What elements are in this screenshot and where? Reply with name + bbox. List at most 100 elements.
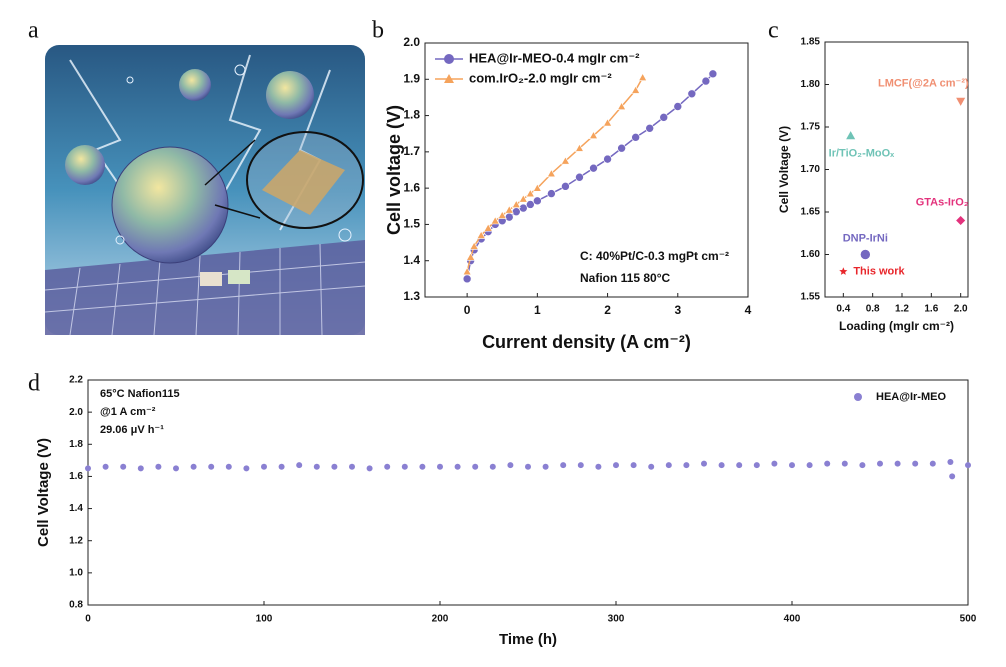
data-point [877,460,883,467]
y-tick-label: 1.65 [801,207,821,218]
y-tick-label: 1.2 [69,535,83,546]
data-point [595,463,602,470]
data-point [462,274,472,284]
data-point [296,462,303,469]
data-point [630,462,637,469]
data-point [701,460,707,467]
y-tick-label: 1.6 [69,471,83,482]
y-tick-label: 1.7 [403,144,420,158]
data-point [929,460,936,467]
x-tick-label: 0.4 [836,304,850,315]
data-point [173,465,179,472]
panel-label: b [372,18,384,44]
panel-label: a [28,18,39,44]
y-tick-label: 1.75 [801,122,821,133]
y-tick-label: 1.8 [69,439,83,450]
data-point [701,76,711,86]
data-point [261,463,267,470]
data-point [208,463,215,470]
data-point [673,102,683,111]
data-point [806,462,813,469]
data-point [102,463,109,470]
data-point [519,203,528,213]
data-point [955,97,967,108]
data-point [85,465,91,472]
data-point [155,463,162,470]
data-point [454,463,461,470]
legend-label: HEA@Ir-MEO-0.4 mgIr cm⁻² [469,50,640,65]
data-point [687,89,697,99]
data-point [574,143,584,152]
data-point [490,216,500,225]
data-point [824,460,831,467]
legend-marker [854,393,862,401]
data-point [789,462,795,469]
data-point [665,462,672,469]
data-point [859,462,866,469]
y-axis-label: Cell Voltage (V) [777,126,791,213]
data-point [137,465,144,472]
y-tick-label: 0.8 [69,600,83,611]
y-tick-label: 1.3 [403,289,420,303]
data-point [589,130,599,140]
data-point [542,463,549,470]
legend-label: HEA@Ir-MEO [876,391,946,403]
x-tick-label: 0.8 [866,304,880,315]
data-point [575,172,584,182]
data-point [533,196,542,206]
y-axis-label: Cell voltage (V) [384,105,404,235]
x-axis-label: Loading (mgIr cm⁻²) [839,319,954,333]
point-label: DNP-IrNi [843,232,888,244]
annotation: C: 40%Pt/C-0.3 mgPt cm⁻² [580,249,729,263]
x-tick-label: 300 [608,614,625,625]
x-axis-label: Current density (A cm⁻²) [482,332,691,352]
x-tick-label: 3 [674,303,681,317]
data-point [437,463,443,470]
data-point [617,101,627,110]
data-point [547,189,556,198]
data-point [546,169,556,178]
x-tick-label: 4 [745,303,752,317]
data-point [841,460,848,467]
data-point [589,163,598,173]
legend-label: com.IrO₂-2.0 mgIr cm⁻² [469,70,612,85]
y-tick-label: 1.9 [403,71,420,85]
x-tick-label: 200 [432,614,449,625]
data-point [511,207,521,217]
data-point [225,463,232,470]
data-point [771,460,778,467]
data-point [331,463,338,470]
y-tick-label: 2.0 [69,407,83,418]
data-point [532,183,542,192]
data-point [507,462,514,469]
data-point [489,463,496,470]
data-point [497,210,507,219]
x-tick-label: 0 [85,614,91,625]
data-point [718,462,725,469]
data-point [518,194,528,203]
data-point [912,460,919,467]
data-point [837,265,849,277]
y-tick-label: 1.70 [801,164,821,175]
data-point [577,462,584,469]
panel-label: c [768,18,779,44]
point-label: This work [853,265,905,277]
data-point [955,215,967,226]
data-point [603,118,613,127]
data-point [472,463,479,470]
x-tick-label: 500 [960,614,977,625]
y-tick-label: 1.4 [403,253,420,267]
y-axis-label: Cell Voltage (V) [35,438,52,547]
y-tick-label: 1.8 [403,108,420,122]
annotation: Nafion 115 80°C [580,271,671,285]
data-point [384,463,391,470]
data-point [860,249,871,260]
y-tick-label: 2.2 [69,375,83,386]
data-point [469,241,479,250]
data-point [313,463,320,470]
x-tick-label: 100 [256,614,273,625]
panel-label: d [28,371,40,397]
data-point [631,85,641,94]
data-point [617,143,626,153]
